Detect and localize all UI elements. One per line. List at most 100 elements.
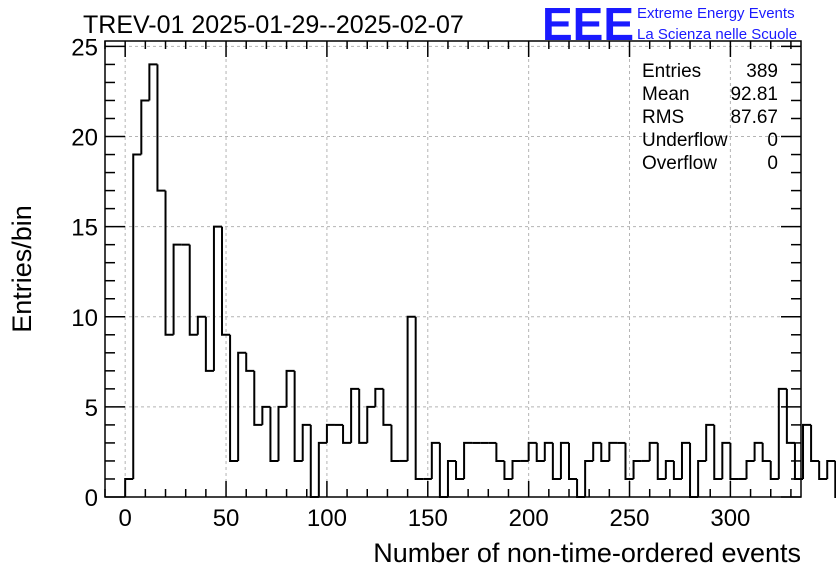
histogram-bin [229,334,239,462]
histogram-bin [559,441,569,479]
plot-frame [104,40,802,498]
histogram-bin [592,441,602,461]
stat-value: 87.67 [730,107,778,128]
histogram-bin [350,387,360,443]
histogram-bin [761,442,771,462]
stat-label: Mean [642,84,690,105]
histogram-bin [301,423,311,461]
histogram-bin [455,460,465,480]
histogram-bin [729,442,739,480]
histogram-bin [664,459,674,479]
histogram-bin [446,459,457,497]
histogram-bin [769,460,779,480]
histogram-bin [697,459,707,497]
y-tick-label: 10 [71,305,98,332]
histogram-bin [172,243,182,335]
histogram-bin [430,441,440,479]
histogram-bin [237,351,247,461]
x-tick-label: 150 [408,505,448,532]
histogram-bin [261,405,271,425]
histogram-bin [721,441,731,479]
eee-logo-line2: La Scienza nelle Scuole [637,26,797,43]
histogram-bin [745,459,755,479]
y-tick-label: 0 [85,485,98,512]
histogram-bin [600,442,610,462]
histogram-bin [656,442,666,480]
histogram-bin [325,423,335,443]
x-tick-label: 0 [118,505,131,532]
histogram-bin [632,459,642,479]
histogram-bin [406,315,416,461]
stat-value: 0 [767,130,778,151]
x-axis-ticks: 0 50 100 150 200 250 300 [104,41,792,532]
histogram-bin [245,352,255,372]
histogram-bin [204,316,214,372]
histogram-bin [196,315,206,335]
x-axis-label: Number of non-time-ordered events [373,538,801,568]
histogram-bin [777,387,787,479]
x-tick-label: 50 [213,505,240,532]
histogram-bin [124,477,134,497]
histogram-bin [221,226,231,336]
histogram-bin [382,388,392,426]
histogram-bin [317,441,327,497]
eee-logo-line1: Extreme Energy Events [637,5,795,22]
histogram-bin [785,388,795,444]
histogram-bin [535,442,545,462]
histogram-bin [277,405,287,461]
histogram-bin [680,441,691,479]
histogram-bin [648,441,658,461]
histogram-bin [164,190,174,336]
histogram-bin [212,225,223,371]
y-tick-label: 25 [71,34,98,61]
x-tick-label: 300 [710,505,750,532]
histogram-bin [584,459,594,497]
histogram-bin [818,460,828,480]
histogram-bin [269,406,279,462]
x-tick-label: 100 [307,505,347,532]
histogram-bin [253,370,263,426]
histogram-bin [689,442,699,498]
eee-logo-mark: EEE [542,0,634,50]
histogram-bin [293,370,303,462]
stat-label: Overflow [642,153,717,174]
stats-box: Entries 389 Mean 92.81 RMS 87.67 Underfl… [642,61,778,174]
histogram-bin [551,442,561,480]
histogram-bin [608,441,618,461]
grid-lines [105,41,801,498]
histogram-bin [156,64,166,192]
y-tick-label: 5 [85,395,98,422]
histogram-bin [358,388,368,444]
histogram-bin [438,442,448,498]
histogram-bin [309,424,319,498]
histogram-bin [495,442,505,462]
stat-label: Entries [642,61,701,82]
stat-value: 389 [746,61,778,82]
histogram-bin [543,441,553,461]
histogram-bin [503,460,513,480]
histogram-bin [414,316,424,480]
histogram-bin [802,423,812,479]
histogram-bin [834,460,836,498]
histogram-bin [374,387,384,407]
histogram-bin [624,442,634,480]
eee-logo: EEE Extreme Energy Events La Scienza nel… [542,0,797,50]
histogram-bin [390,424,400,462]
y-axis-ticks: 0 5 10 15 20 25 [71,34,801,512]
y-tick-label: 20 [71,125,98,152]
histogram-bin [826,459,836,479]
histogram-bin [672,460,682,480]
histogram-bin [511,459,521,479]
histogram-bin [576,478,586,498]
histogram-bin [148,63,158,101]
histogram-bin [140,99,150,155]
y-axis-label: Entries/bin [7,205,37,333]
stat-value: 0 [767,153,778,174]
y-tick-label: 15 [71,215,98,242]
plot-frame-rect [104,40,802,498]
histogram-bin [342,424,352,444]
stat-value: 92.81 [730,84,778,105]
histogram-bin [705,423,715,461]
histogram-bin [527,441,537,461]
